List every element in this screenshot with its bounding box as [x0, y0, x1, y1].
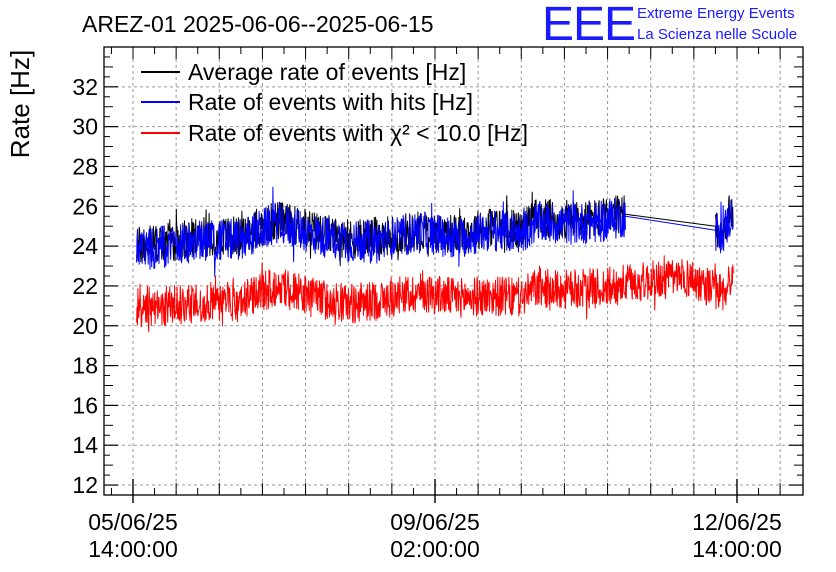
- y-tick-label: 32: [72, 74, 98, 100]
- y-tick-label: 28: [72, 153, 98, 179]
- legend-label-2: Rate of events with hits [Hz]: [188, 89, 473, 115]
- legend: Average rate of events [Hz] Rate of event…: [141, 59, 528, 146]
- x-tick-label-time: 14:00:00: [88, 536, 178, 562]
- y-tick-label: 22: [72, 273, 98, 299]
- x-tick-label-date: 09/06/25: [390, 509, 480, 535]
- x-tick-label-time: 14:00:00: [692, 536, 782, 562]
- y-tick-label: 24: [72, 233, 98, 259]
- eee-logo-line-1: Extreme Energy Events: [637, 5, 795, 22]
- x-tick-label-date: 12/06/25: [692, 509, 782, 535]
- eee-logo: EEE Extreme Energy Events La Scienza nel…: [542, 0, 797, 51]
- legend-label-1: Average rate of events [Hz]: [188, 59, 466, 85]
- y-axis-label: Rate [Hz]: [5, 50, 35, 158]
- eee-logo-mark: EEE: [542, 0, 635, 51]
- legend-label-3: Rate of events with χ² < 10.0 [Hz]: [188, 120, 528, 146]
- grid: [104, 47, 803, 495]
- plot-frame-rect: [103, 46, 804, 496]
- y-axis: 12 14 16 18 20 22 24 26 28 30 32: [72, 56, 803, 498]
- series-line-2: [136, 186, 734, 277]
- y-tick-label: 16: [72, 392, 98, 418]
- series-layer: [136, 186, 734, 333]
- y-tick-label: 18: [72, 353, 98, 379]
- y-tick-label: 20: [72, 313, 98, 339]
- x-tick-label-time: 02:00:00: [390, 536, 480, 562]
- y-tick-label: 14: [72, 432, 98, 458]
- y-tick-label: 30: [72, 114, 98, 140]
- y-tick-label: 26: [72, 193, 98, 219]
- chart-title: AREZ-01 2025-06-06--2025-06-15: [82, 11, 434, 37]
- y-tick-label: 12: [72, 472, 98, 498]
- eee-logo-line-2: La Scienza nelle Scuole: [637, 26, 797, 43]
- x-axis: 05/06/2514:00:0009/06/2502:00:0012/06/25…: [88, 47, 782, 562]
- x-tick-label-date: 05/06/25: [88, 509, 178, 535]
- plot-frame: [103, 46, 804, 496]
- series-line-3: [136, 255, 734, 333]
